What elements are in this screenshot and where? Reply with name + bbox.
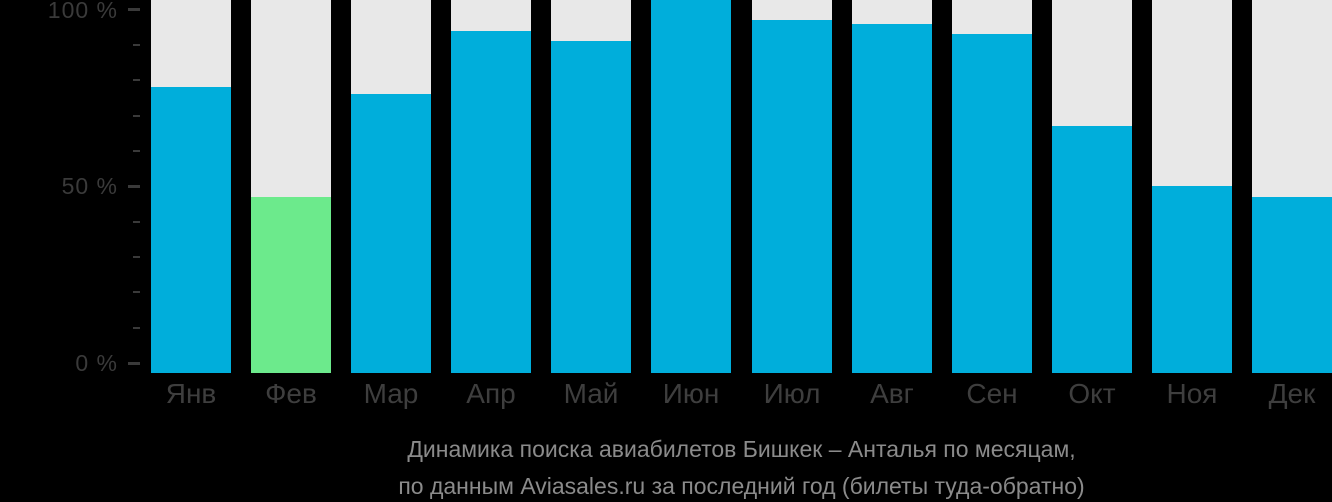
bar-fill-Июл (752, 20, 832, 373)
month-label: Дек (1268, 378, 1316, 409)
minor-tick (133, 327, 140, 329)
bar-fill-Авг (852, 24, 932, 373)
bar-fill-Апр (451, 31, 531, 373)
bar-fill-Май (551, 41, 631, 373)
minor-tick (133, 256, 140, 258)
month-label: Фев (265, 378, 317, 409)
y-axis-label-100: 100 % (47, 0, 118, 23)
minor-tick (133, 291, 140, 293)
bar-fill-Фев (251, 197, 331, 373)
major-tick (128, 185, 140, 188)
major-tick (128, 8, 140, 11)
y-axis-label-50: 50 % (61, 173, 118, 199)
month-label: Июл (763, 378, 821, 409)
bar-fill-Дек (1252, 197, 1332, 373)
month-label: Ноя (1166, 378, 1218, 409)
month-label: Янв (165, 378, 217, 409)
minor-tick (133, 79, 140, 81)
bar-fill-Мар (351, 94, 431, 373)
minor-tick (133, 150, 140, 152)
bar-fill-Окт (1052, 126, 1132, 373)
month-label: Июн (662, 378, 720, 409)
bar-fill-Ноя (1152, 186, 1232, 373)
minor-tick (133, 115, 140, 117)
bar-fill-Сен (952, 34, 1032, 373)
minor-tick (133, 44, 140, 46)
month-label: Авг (870, 378, 914, 409)
bar-fill-Июн (651, 0, 731, 373)
chart-caption: Динамика поиска авиабилетов Бишкек – Ант… (151, 431, 1332, 502)
caption-line-2: по данным Aviasales.ru за последний год … (398, 473, 1085, 499)
month-label: Сен (966, 378, 1018, 409)
plot-area: 100 % 50 % 0 % (47, 0, 1332, 376)
bar-fill-Янв (151, 87, 231, 373)
caption-line-1: Динамика поиска авиабилетов Бишкек – Ант… (407, 436, 1076, 462)
y-axis-label-0: 0 % (75, 350, 118, 376)
month-label: Май (563, 378, 619, 409)
month-label: Апр (466, 378, 516, 409)
month-label: Окт (1068, 378, 1116, 409)
month-label: Мар (363, 378, 419, 409)
major-tick (128, 362, 140, 365)
minor-tick (133, 221, 140, 223)
